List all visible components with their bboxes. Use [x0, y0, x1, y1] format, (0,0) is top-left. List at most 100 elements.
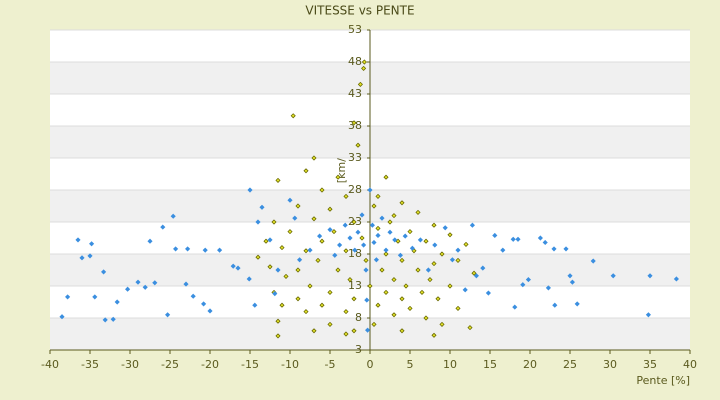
point: [391, 213, 397, 219]
point: [351, 219, 357, 225]
y-tick-label: 18: [348, 247, 362, 260]
point: [375, 232, 381, 239]
point: [359, 212, 365, 218]
point: [673, 276, 679, 282]
point: [467, 325, 473, 331]
chart-title: VITESSE vs PENTE: [305, 4, 414, 18]
point: [551, 246, 557, 252]
point: [152, 280, 158, 286]
point: [383, 174, 389, 180]
point: [147, 238, 153, 244]
point: [363, 257, 369, 263]
point: [419, 289, 425, 295]
point: [267, 237, 273, 243]
point: [279, 302, 285, 308]
point: [510, 236, 516, 242]
point: [287, 197, 293, 203]
point: [343, 248, 349, 254]
point: [442, 225, 448, 231]
point: [165, 312, 171, 318]
point: [315, 257, 321, 263]
point: [246, 276, 252, 282]
point: [417, 237, 423, 243]
point: [387, 219, 393, 225]
point: [295, 267, 301, 273]
point: [101, 269, 107, 275]
y-tick-label: 38: [348, 119, 362, 132]
point: [537, 235, 543, 241]
point: [327, 206, 333, 212]
point: [317, 233, 323, 239]
point: [65, 294, 71, 300]
point: [331, 229, 337, 235]
point: [403, 283, 409, 289]
point: [431, 261, 437, 267]
point: [202, 247, 208, 253]
point: [399, 200, 405, 206]
point: [275, 177, 281, 183]
point: [371, 321, 377, 327]
point: [337, 242, 343, 248]
x-tick-label: 40: [683, 358, 697, 371]
point: [367, 187, 373, 193]
point: [469, 222, 475, 228]
y-tick-label: 53: [348, 23, 362, 36]
point: [311, 328, 317, 334]
x-tick-label: 30: [603, 358, 617, 371]
point: [373, 257, 379, 263]
point: [89, 241, 95, 247]
point: [383, 247, 389, 253]
point: [379, 215, 385, 221]
x-tick-label: 35: [643, 358, 657, 371]
point: [500, 247, 506, 253]
point: [332, 252, 338, 258]
point: [319, 302, 325, 308]
point: [255, 219, 261, 225]
x-tick-label: 10: [443, 358, 457, 371]
point: [347, 235, 353, 241]
point: [185, 246, 191, 252]
point: [79, 255, 85, 261]
point: [480, 265, 486, 271]
point: [335, 267, 341, 273]
point: [201, 301, 207, 307]
point: [647, 273, 653, 279]
point: [392, 237, 398, 243]
x-tick-label: 20: [523, 358, 537, 371]
point: [279, 245, 285, 251]
point: [431, 332, 437, 338]
point: [102, 317, 108, 323]
point: [383, 251, 389, 257]
point: [160, 224, 166, 230]
point: [59, 314, 65, 320]
x-tick-label: -5: [325, 358, 336, 371]
point: [311, 155, 317, 161]
point: [303, 309, 309, 315]
point: [290, 113, 296, 119]
point: [327, 289, 333, 295]
point: [142, 284, 148, 290]
point: [455, 247, 461, 253]
point: [363, 267, 369, 273]
point: [335, 174, 341, 180]
point: [252, 302, 258, 308]
point: [343, 309, 349, 315]
x-tick-label: -20: [201, 358, 219, 371]
x-tick-label: -10: [281, 358, 299, 371]
point: [283, 273, 289, 279]
point: [610, 273, 616, 279]
point: [473, 273, 479, 279]
point: [567, 273, 573, 279]
y-tick-label: 48: [348, 55, 362, 68]
y-tick-label: 8: [355, 311, 362, 324]
point: [173, 246, 179, 252]
x-axis-title: Pente [%]: [636, 374, 690, 387]
y-tick-label: 13: [348, 279, 362, 292]
point: [272, 291, 278, 297]
point: [369, 222, 375, 228]
point: [311, 216, 317, 222]
point: [439, 321, 445, 327]
point: [295, 296, 301, 302]
point: [92, 294, 98, 300]
